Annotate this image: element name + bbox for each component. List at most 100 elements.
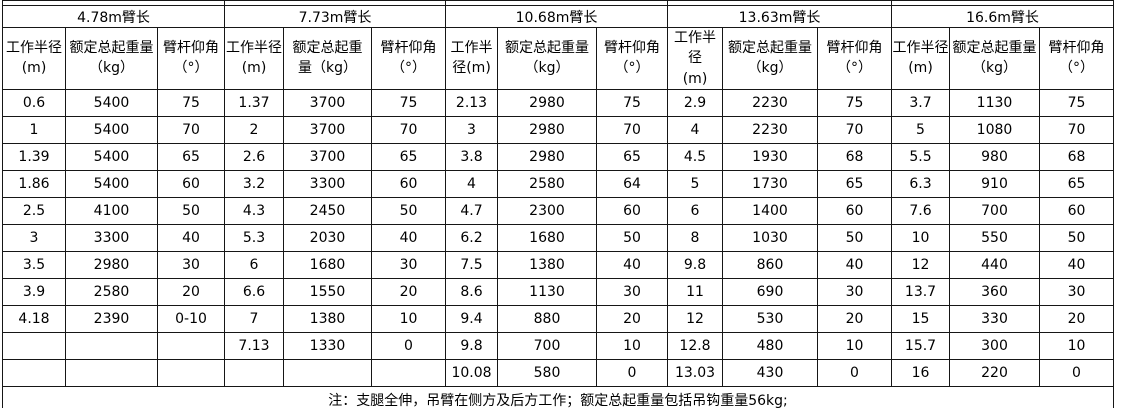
table-cell: 3300 <box>65 223 158 252</box>
table-cell: 360 <box>949 277 1040 306</box>
table-row: 1.39 5400 65 2.6 3700 65 3.8 2980 65 4.5 1930 68 5.5… <box>2 142 1114 171</box>
table-cell: 12 <box>891 250 950 279</box>
table-cell: 4 <box>445 169 498 198</box>
table-cell: 40 <box>371 223 446 252</box>
table-cell: 1.37 <box>224 88 284 117</box>
column-header: 额定总起重 量（kg） <box>283 27 372 90</box>
table-cell: 3700 <box>283 88 372 117</box>
table-cell: 3.5 <box>2 250 66 279</box>
table-cell: 1.39 <box>2 142 66 171</box>
boom-length-title: 13.63m臂长 <box>667 5 892 28</box>
column-header: 额定总起重量 （kg） <box>722 27 818 90</box>
table-cell: 8.6 <box>445 277 498 306</box>
table-cell: 16 <box>891 358 950 387</box>
table-cell: 10 <box>817 331 892 360</box>
table-cell: 60 <box>371 169 446 198</box>
table-cell: 20 <box>371 277 446 306</box>
table-cell: 75 <box>371 88 446 117</box>
table-cell: 550 <box>949 223 1040 252</box>
column-header: 臂杆仰角 （°） <box>157 27 225 90</box>
table-cell: 70 <box>371 115 446 144</box>
table-cell: 13.7 <box>891 277 950 306</box>
table-cell: 3.7 <box>891 88 950 117</box>
table-cell: 1680 <box>283 250 372 279</box>
table-cell: 40 <box>1039 250 1114 279</box>
table-cell: 880 <box>497 304 597 333</box>
column-header: 工作半径 (m) <box>2 27 66 90</box>
table-cell: 11 <box>667 277 723 306</box>
table-row: 3.5 2980 30 6 1680 30 7.5 1380 40 9.8 860 40 12 440 40 <box>2 250 1114 279</box>
table-cell: 70 <box>596 115 668 144</box>
table-cell: 50 <box>371 196 446 225</box>
table-cell: 2980 <box>65 250 158 279</box>
table-cell: 5400 <box>65 115 158 144</box>
table-row: 4.18 2390 0-10 7 1380 10 9.4 880 20 12 530 20 15 330 2… <box>2 304 1114 333</box>
table-cell: 30 <box>596 277 668 306</box>
table-cell: 1130 <box>497 277 597 306</box>
table-cell: 6.3 <box>891 169 950 198</box>
table-cell: 50 <box>1039 223 1114 252</box>
table-cell: 7.13 <box>224 331 284 360</box>
boom-length-title: 10.68m臂长 <box>445 5 668 28</box>
table-cell: 580 <box>497 358 597 387</box>
table-cell: 2300 <box>497 196 597 225</box>
table-cell: 3300 <box>283 169 372 198</box>
table-cell: 300 <box>949 331 1040 360</box>
table-cell: 4.3 <box>224 196 284 225</box>
table-cell: 7.5 <box>445 250 498 279</box>
table-cell: 4100 <box>65 196 158 225</box>
table-cell: 4 <box>667 115 723 144</box>
table-cell: 10 <box>371 304 446 333</box>
table-cell <box>2 331 66 360</box>
table-cell <box>157 331 225 360</box>
table-cell: 65 <box>1039 169 1114 198</box>
table-cell: 15 <box>891 304 950 333</box>
boom-length-title: 4.78m臂长 <box>2 5 225 28</box>
table-cell: 20 <box>596 304 668 333</box>
column-header: 工作半 径(m) <box>445 27 498 90</box>
column-header: 臂杆仰角 （°） <box>371 27 446 90</box>
table-cell: 60 <box>817 196 892 225</box>
boom-title-row: 4.78m臂长 7.73m臂长 10.68m臂长 13.63m臂长 16.6m臂长 <box>2 5 1114 28</box>
boom-length-title: 7.73m臂长 <box>224 5 446 28</box>
table-cell: 2 <box>224 115 284 144</box>
table-cell: 9.8 <box>667 250 723 279</box>
table-cell: 40 <box>596 250 668 279</box>
table-cell: 10.08 <box>445 358 498 387</box>
column-header: 臂杆仰角 （°） <box>1039 27 1114 90</box>
table-row: 10.08 580 0 13.03 430 0 16 220 0 <box>2 358 1114 387</box>
table-cell: 330 <box>949 304 1040 333</box>
table-cell: 3.8 <box>445 142 498 171</box>
column-header: 额定总起重量 （kg） <box>949 27 1040 90</box>
table-cell: 5 <box>667 169 723 198</box>
table-cell: 13.03 <box>667 358 723 387</box>
table-row: 3.9 2580 20 6.6 1550 20 8.6 1130 30 11 690 30 13.7 36… <box>2 277 1114 306</box>
table-cell: 65 <box>596 142 668 171</box>
table-cell: 75 <box>157 88 225 117</box>
table-cell: 1030 <box>722 223 818 252</box>
table-cell: 2580 <box>65 277 158 306</box>
table-cell <box>224 358 284 387</box>
table-cell: 910 <box>949 169 1040 198</box>
table-cell: 7.6 <box>891 196 950 225</box>
table-cell: 1380 <box>283 304 372 333</box>
table-cell: 5400 <box>65 88 158 117</box>
table-cell: 8 <box>667 223 723 252</box>
table-cell <box>283 358 372 387</box>
table-cell: 4.5 <box>667 142 723 171</box>
table-row: 2.5 4100 50 4.3 2450 50 4.7 2300 60 6 1400 60 7.6 700… <box>2 196 1114 225</box>
table-cell: 1550 <box>283 277 372 306</box>
table-cell: 15.7 <box>891 331 950 360</box>
table-cell: 65 <box>371 142 446 171</box>
table-cell: 70 <box>157 115 225 144</box>
table-cell: 2450 <box>283 196 372 225</box>
table-cell: 1.86 <box>2 169 66 198</box>
table-cell: 68 <box>1039 142 1114 171</box>
table-cell: 64 <box>596 169 668 198</box>
table-cell <box>157 358 225 387</box>
table-cell: 2230 <box>722 88 818 117</box>
table-cell: 10 <box>891 223 950 252</box>
table-cell: 50 <box>157 196 225 225</box>
table-cell: 30 <box>817 277 892 306</box>
